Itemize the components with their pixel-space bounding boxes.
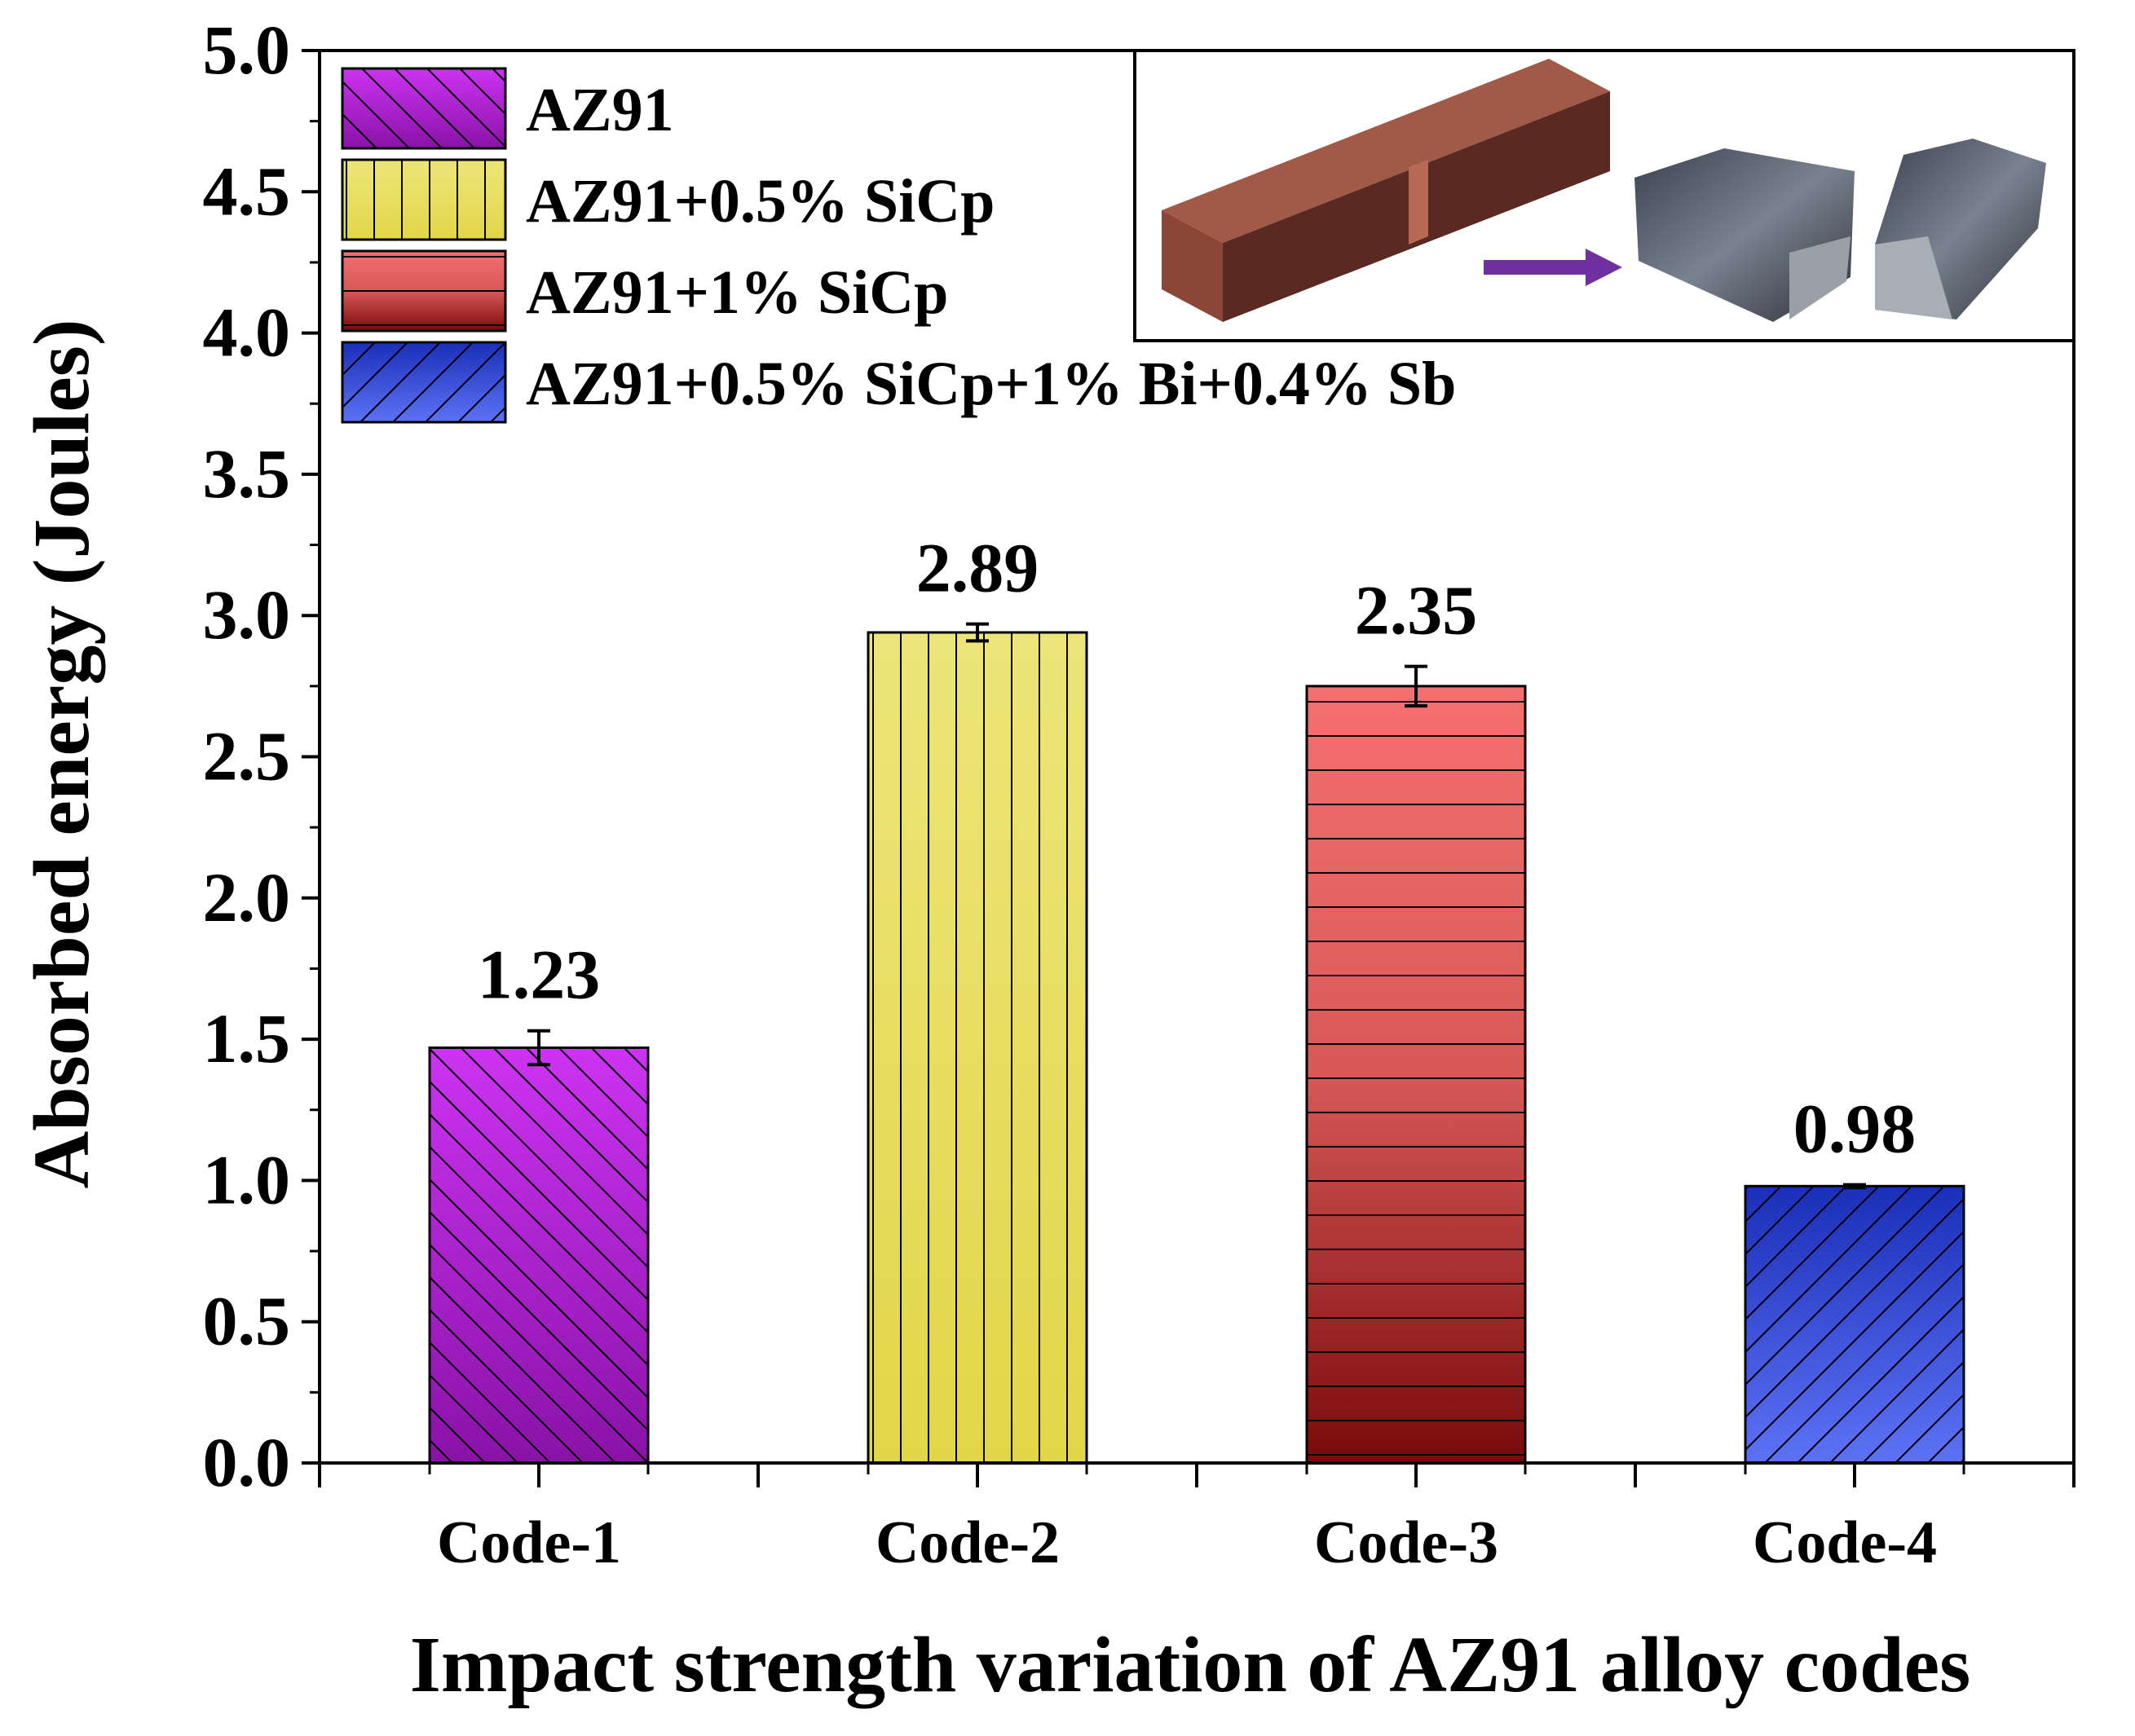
specimen-front-face (1162, 210, 1223, 322)
legend-label-code3: AZ91+1% SiCp (526, 258, 948, 327)
y-tick-label: 5.0 (203, 11, 291, 89)
bar-hatch-code-1 (428, 1046, 650, 1465)
error-bar-code-1 (527, 1029, 550, 1067)
legend-swatch-code1-hatch (342, 68, 505, 148)
y-tick-label: 3.0 (203, 575, 291, 654)
y-tick-label: 0.5 (203, 1282, 291, 1360)
data-label-code-1: 1.23 (478, 936, 601, 1014)
error-bar-code-2 (966, 622, 989, 643)
labels: 0.0 0.5 1.0 1.5 2.0 2.5 3.0 3.5 4.0 4.5 5.0 1.23 Cod… (203, 11, 1938, 1576)
fractured-face-left (1789, 236, 1850, 319)
data-label-code-3: 2.35 (1355, 571, 1478, 650)
y-tick-label: 4.5 (203, 152, 291, 230)
charpy-specimen-fracture-icon (1133, 49, 2075, 342)
legend-swatch-code2-hatch (342, 160, 505, 240)
error-bar-code-4 (1843, 1183, 1866, 1190)
legend: AZ91 AZ91+0.5% SiCp AZ91+1% SiCp AZ91+0.… (341, 67, 1456, 424)
y-tick-label: 1.0 (203, 1140, 291, 1218)
y-tick-label: 2.0 (203, 858, 291, 936)
y-tick-label: 1.5 (203, 999, 291, 1077)
x-tick-label: Code-2 (876, 1509, 1060, 1576)
x-tick-label: Code-3 (1314, 1509, 1498, 1576)
y-tick-label: 2.5 (203, 717, 291, 795)
legend-label-code1: AZ91 (526, 76, 674, 144)
error-bar-code-3 (1405, 664, 1427, 708)
specimen-notch (1409, 160, 1428, 245)
y-axis-title: Absorbed energy (Joules) (18, 319, 106, 1188)
legend-label-code2: AZ91+0.5% SiCp (526, 167, 995, 236)
bar-hatch-code-4 (1744, 1184, 1965, 1465)
data-label-code-4: 0.98 (1793, 1090, 1917, 1168)
bar-hatch-code-2 (867, 631, 1088, 1465)
specimen-top-face (1162, 59, 1610, 243)
bars (428, 622, 1965, 1465)
inset-arrow-head (1586, 249, 1622, 286)
y-tick-label: 4.0 (203, 293, 291, 372)
x-axis-title: Impact strength variation of AZ91 alloy … (410, 1621, 1971, 1709)
fractured-face-right (1875, 236, 1952, 319)
legend-swatch-code3-hatch (342, 251, 505, 331)
x-tick-label: Code-1 (437, 1509, 621, 1576)
y-tick-label: 0.0 (203, 1423, 291, 1501)
bar-hatch-code-3 (1305, 685, 1527, 1465)
data-label-code-2: 2.89 (916, 529, 1039, 607)
y-tick-label: 3.5 (203, 434, 291, 513)
legend-label-code4: AZ91+0.5% SiCp+1% Bi+0.4% Sb (526, 350, 1456, 418)
x-tick-label: Code-4 (1753, 1509, 1937, 1576)
legend-swatch-code4-hatch (342, 342, 505, 422)
